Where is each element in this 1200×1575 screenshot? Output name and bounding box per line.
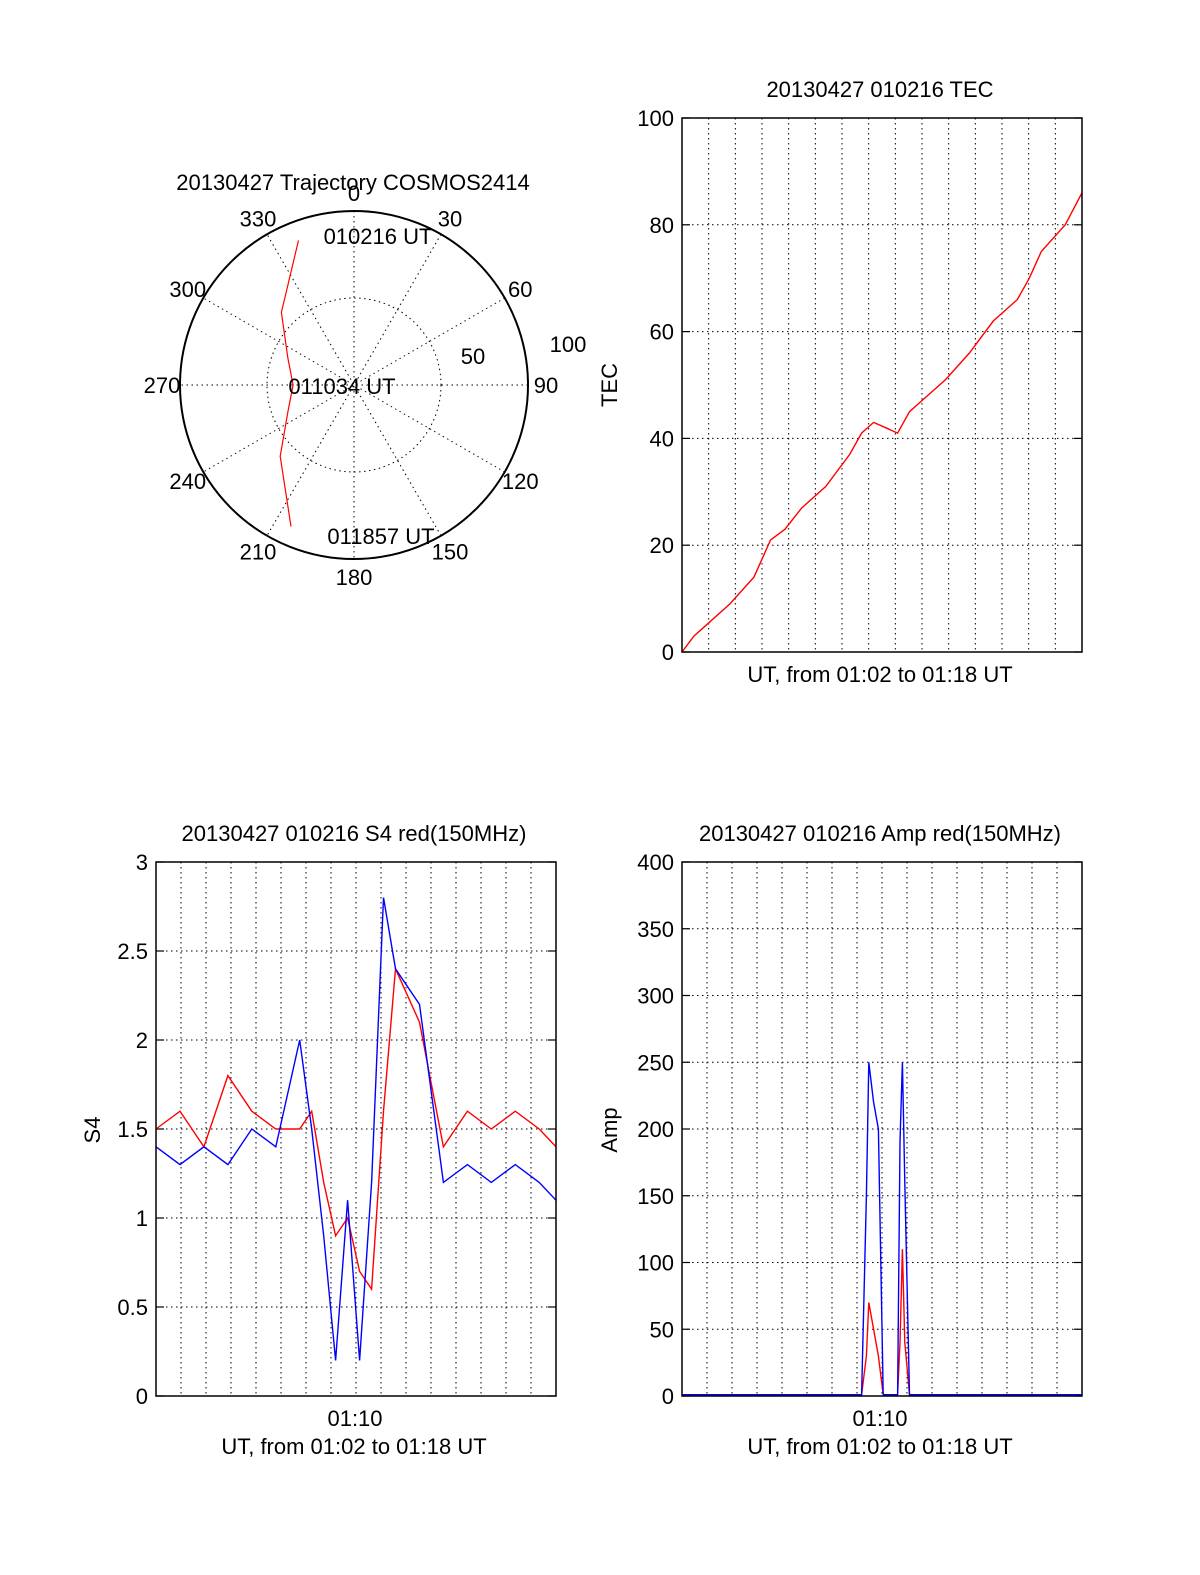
amp-series	[682, 1062, 1082, 1396]
polar-azimuth-label: 300	[169, 277, 206, 302]
tec-xlabel: UT, from 01:02 to 01:18 UT	[747, 662, 1012, 687]
s4-series	[155, 897, 557, 1361]
tec-ylabel: TEC	[597, 363, 622, 407]
amp-panel: 20130427 010216 Amp red(150MHz) 0 50 100 15…	[597, 821, 1083, 1459]
trajectory-line	[279, 240, 300, 527]
trajectory-mid-label: 011034 UT	[288, 374, 395, 399]
s4-xtick-label: 01:10	[327, 1406, 382, 1431]
polar-radius-label-50: 50	[461, 344, 485, 369]
amp-ylabel: Amp	[597, 1107, 622, 1152]
series-line-0	[155, 966, 557, 1292]
polar-spoke	[266, 234, 442, 536]
y-tick-label: 60	[650, 320, 674, 345]
trajectory-polar-panel: 20130427 Trajectory COSMOS2414 0 30 60 90 12…	[144, 170, 587, 590]
y-tick-label: 2.5	[117, 939, 148, 964]
series-line-1	[682, 1062, 1082, 1396]
y-tick-label: 200	[637, 1117, 674, 1142]
polar-azimuth-label: 30	[438, 207, 462, 232]
y-tick-label: 300	[637, 984, 674, 1009]
y-tick-label: 1.5	[117, 1117, 148, 1142]
s4-grid	[156, 862, 556, 1396]
trajectory-start-label: 010216 UT	[324, 224, 433, 249]
y-tick-label: 0.5	[117, 1295, 148, 1320]
y-tick-label: 80	[650, 213, 674, 238]
trajectory-title: 20130427 Trajectory COSMOS2414	[176, 170, 529, 195]
polar-azimuth-labels: 0 30 60 90 120 150 180 210 240 270 300 330	[144, 181, 559, 590]
y-tick-label: 3	[136, 850, 148, 875]
y-tick-label: 0	[662, 1384, 674, 1409]
tec-series	[681, 192, 1083, 653]
s4-title: 20130427 010216 S4 red(150MHz)	[182, 821, 527, 846]
polar-radius-label-100: 100	[550, 332, 587, 357]
tec-grid	[682, 118, 1082, 652]
tec-panel: 20130427 010216 TEC 0 20 40 60 80 100 TEC UT,…	[597, 77, 1083, 687]
polar-azimuth-label: 150	[432, 539, 469, 564]
y-tick-label: 400	[637, 850, 674, 875]
tec-y-ticks: 0 20 40 60 80 100	[637, 106, 1082, 665]
amp-y-ticks: 0 50 100 150 200 250 300 350 400	[637, 850, 1082, 1409]
y-tick-label: 100	[637, 106, 674, 131]
polar-azimuth-label: 240	[169, 469, 206, 494]
y-tick-label: 0	[662, 640, 674, 665]
trajectory-end-label: 011857 UT	[327, 524, 434, 549]
y-tick-label: 100	[637, 1251, 674, 1276]
y-tick-label: 1	[136, 1206, 148, 1231]
polar-azimuth-label: 270	[144, 373, 181, 398]
amp-xlabel: UT, from 01:02 to 01:18 UT	[747, 1434, 1012, 1459]
amp-xtick-label: 01:10	[852, 1406, 907, 1431]
polar-azimuth-label: 60	[508, 277, 532, 302]
series-line-0	[681, 192, 1083, 653]
polar-spoke	[266, 234, 442, 536]
tec-title: 20130427 010216 TEC	[766, 77, 993, 102]
amp-plot-frame	[681, 861, 1083, 1397]
y-tick-label: 20	[650, 533, 674, 558]
s4-y-ticks: 0 0.5 1 1.5 2 2.5 3	[117, 850, 556, 1409]
y-tick-label: 350	[637, 917, 674, 942]
y-tick-label: 150	[637, 1184, 674, 1209]
s4-panel: 20130427 010216 S4 red(150MHz) 0 0.5 1 1.5 2…	[80, 821, 557, 1459]
polar-azimuth-label: 330	[240, 207, 277, 232]
s4-ylabel: S4	[80, 1117, 105, 1144]
polar-azimuth-label: 90	[534, 373, 558, 398]
polar-azimuth-label: 210	[240, 539, 277, 564]
series-line-1	[155, 897, 557, 1361]
tec-plot-frame	[681, 117, 1083, 653]
polar-azimuth-label: 180	[336, 565, 373, 590]
y-tick-label: 40	[650, 426, 674, 451]
amp-title: 20130427 010216 Amp red(150MHz)	[699, 821, 1061, 846]
y-tick-label: 50	[650, 1317, 674, 1342]
s4-xlabel: UT, from 01:02 to 01:18 UT	[221, 1434, 486, 1459]
y-tick-label: 2	[136, 1028, 148, 1053]
y-tick-label: 0	[136, 1384, 148, 1409]
s4-plot-frame	[155, 861, 557, 1397]
polar-azimuth-label: 120	[502, 469, 539, 494]
polar-grid	[179, 210, 529, 560]
y-tick-label: 250	[637, 1050, 674, 1075]
polar-azimuth-label: 0	[348, 181, 360, 206]
